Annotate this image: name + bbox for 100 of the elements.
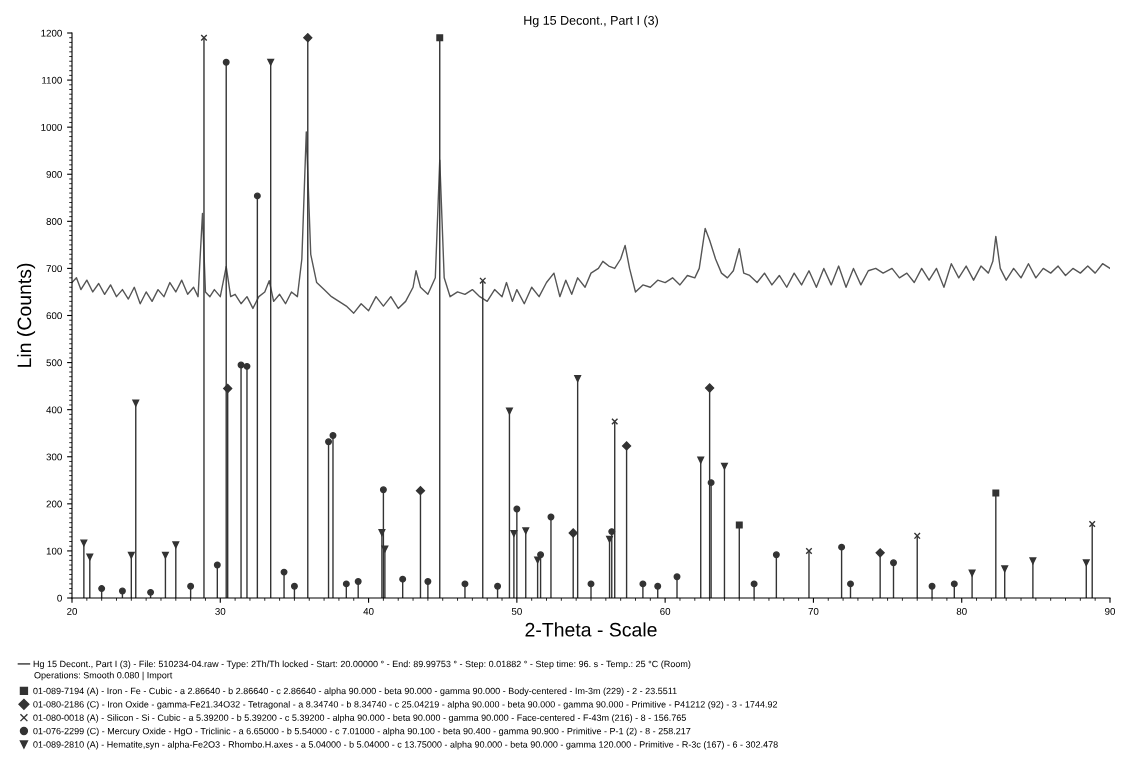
point — [568, 528, 578, 538]
point — [223, 383, 233, 394]
point — [132, 399, 140, 407]
y-tick-label: 1000 — [41, 123, 62, 131]
point — [838, 543, 846, 551]
point — [378, 529, 386, 537]
legend-label: Hg 15 Decont., Part I (3) - File: 510234-04.raw - Type: 2Th/Th locked - Start: 20.00000 ° - End: 89.99753 ° - Step: 0.01882 ° - Step time: 96. s - Temp.: 25 °C (Room) — [33, 660, 691, 669]
point — [639, 580, 647, 588]
point — [606, 535, 614, 543]
text: Operations: Smooth 0.080 | Import — [34, 671, 173, 681]
point — [510, 530, 518, 537]
legend-label: 01-080-2186 (C) - Iron Oxide - gamma-Fe21.34O32 - Tetragonal - a 8.34740 - b 8.34740 - c 25.04219 - alpha 90.000 - beta 90.000 - gamma 90.000 - Primitive - P41212 (92) - 3 - 1744.92 — [33, 700, 778, 710]
point — [847, 580, 854, 588]
y-tick-label: 500 — [46, 359, 62, 367]
point — [1082, 559, 1090, 567]
y-tick-label: 1200 — [41, 29, 62, 37]
point — [707, 479, 715, 487]
legend-label: 01-089-2810 (A) - Hematite,syn - alpha-Fe2O3 - Rhombo.H.axes - a 5.04000 - b 5.04000 - c 13.75000 - alpha 90.000 - beta 90.000 - gamma 120.000 - Primitive - R-3c (167) - 6 - 302.478 — [33, 741, 778, 750]
point — [436, 34, 444, 42]
point — [354, 578, 362, 585]
point — [611, 417, 619, 425]
chart-title: Hg 15 Decont., Part I (3) — [524, 15, 658, 28]
point — [928, 582, 936, 590]
legend-label: 01-076-2299 (C) - Mercury Oxide - HgO - Triclinic - a 6.65000 - b 5.54000 - c 7.01000 - alpha 90.100 - beta 90.400 - gamma 90.900 - Primitive - P-1 (2) - 8 - 258.217 — [33, 727, 691, 737]
point — [461, 580, 469, 588]
point — [913, 532, 921, 540]
x-tick-label: 90 — [1105, 607, 1116, 615]
point — [303, 33, 313, 43]
point — [200, 34, 208, 42]
point — [161, 551, 169, 559]
point — [735, 521, 743, 529]
point — [574, 375, 582, 383]
y-tick-label: 0 — [57, 594, 62, 602]
point — [222, 58, 230, 66]
x-tick-label: 70 — [808, 607, 819, 615]
point — [494, 582, 502, 590]
x-tick-label: 20 — [67, 607, 78, 615]
point — [86, 553, 94, 561]
legend-label: 01-089-7194 (A) - Iron - Fe - Cubic - a 2.86640 - b 2.86640 - c 2.86640 - alpha 90.000 - beta 90.000 - gamma 90.000 - Body-centered - Im-3m (229) - 2 - 23.5511 — [33, 687, 677, 696]
point — [750, 580, 758, 588]
point — [1001, 565, 1009, 573]
point — [80, 539, 88, 547]
y-tick-label: 200 — [46, 500, 62, 508]
point — [505, 407, 513, 415]
x-tick-label: 30 — [215, 607, 226, 615]
line-series — [72, 131, 1110, 314]
point — [290, 582, 298, 590]
x-tick-label: 50 — [511, 607, 522, 615]
point — [1029, 557, 1037, 565]
point — [697, 456, 705, 464]
point — [98, 585, 106, 593]
point — [968, 569, 976, 577]
point — [329, 432, 337, 440]
point — [237, 361, 245, 369]
point — [992, 489, 1000, 497]
y-tick-label: 900 — [46, 170, 62, 178]
point — [1088, 520, 1096, 528]
y-tick-label: 400 — [46, 406, 62, 414]
point — [654, 582, 662, 590]
y-tick-label: 700 — [46, 265, 62, 273]
legend-label: 01-080-0018 (A) - Silicon - Si - Cubic - a 5.39200 - b 5.39200 - c 5.39200 - alpha 90.000 - beta 90.000 - gamma 90.000 - Face-centered - F-43m (216) - 8 - 156.765 — [33, 714, 686, 723]
y-tick-label: 1100 — [42, 76, 62, 84]
x-tick-label: 60 — [660, 607, 671, 615]
point — [673, 573, 681, 581]
point — [621, 441, 632, 451]
y-tick-label: 300 — [46, 453, 62, 461]
point — [342, 580, 350, 588]
point — [805, 547, 813, 555]
point — [479, 277, 487, 285]
point — [399, 575, 407, 583]
point — [720, 462, 728, 470]
x-tick-label: 40 — [363, 607, 374, 615]
point — [513, 505, 521, 513]
y-tick-label: 600 — [46, 312, 62, 320]
point — [267, 58, 275, 66]
point — [280, 568, 288, 576]
point — [325, 438, 333, 446]
point — [253, 192, 261, 200]
point — [381, 545, 389, 553]
point — [950, 580, 958, 588]
point — [127, 551, 135, 559]
y-tick-label: 800 — [46, 218, 62, 225]
point — [890, 559, 897, 567]
x-axis-title: 2-Theta - Scale — [525, 622, 657, 637]
x-tick-label: 80 — [956, 607, 967, 615]
point — [243, 362, 251, 370]
point — [213, 561, 221, 569]
y-tick-label: 100 — [46, 547, 62, 555]
point — [415, 486, 426, 496]
point — [187, 582, 195, 590]
point — [772, 551, 780, 559]
point — [608, 528, 616, 536]
point — [424, 578, 432, 585]
y-axis-title: Lin (Counts) — [16, 263, 36, 367]
point — [172, 541, 180, 549]
point — [379, 486, 387, 494]
point — [875, 548, 885, 558]
point — [522, 527, 530, 535]
point — [705, 383, 715, 393]
point — [587, 580, 595, 588]
